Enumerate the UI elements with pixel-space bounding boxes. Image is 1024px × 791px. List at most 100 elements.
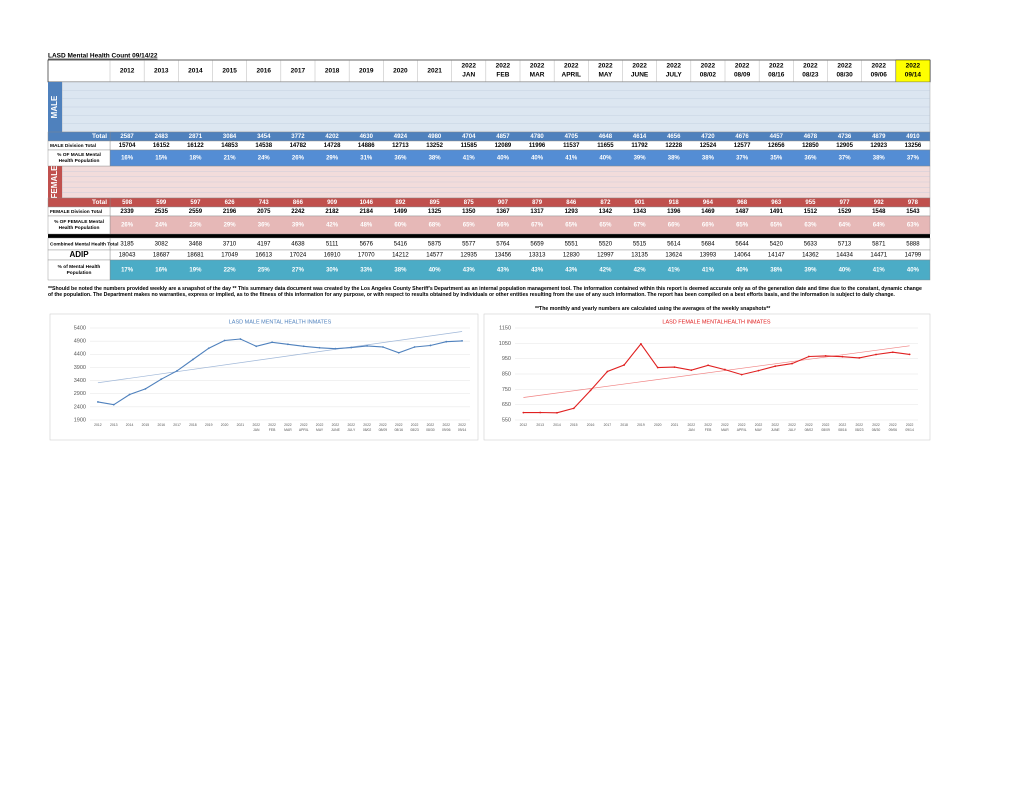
cell: 3084 xyxy=(223,134,237,140)
data-point xyxy=(824,355,827,357)
column-year: 2020 xyxy=(393,68,408,75)
y-tick-label: 5400 xyxy=(74,325,86,331)
cell: 12850 xyxy=(802,143,819,149)
cell: 978 xyxy=(908,200,919,206)
cell: 36% xyxy=(394,156,407,162)
cell: 13624 xyxy=(665,253,682,259)
cell: 18687 xyxy=(153,253,170,259)
y-tick-label: 3400 xyxy=(74,378,86,384)
y-tick-label: 4400 xyxy=(74,352,86,358)
cell: 14212 xyxy=(392,253,409,259)
cell: 26% xyxy=(292,156,305,162)
column-year: 2022 xyxy=(667,63,682,70)
cell: 4857 xyxy=(496,134,510,140)
x-tick-label: MAY xyxy=(316,428,324,432)
cell: 13456 xyxy=(495,253,512,259)
cell: 12228 xyxy=(665,143,682,149)
cell: 41% xyxy=(873,268,886,274)
cell: 1543 xyxy=(906,209,920,215)
cell: 743 xyxy=(259,200,270,206)
data-point xyxy=(640,343,642,345)
cell: 29% xyxy=(326,156,339,162)
cell: 1491 xyxy=(770,209,784,215)
cell: 12905 xyxy=(836,143,853,149)
cell: 38% xyxy=(429,156,442,162)
data-point xyxy=(589,389,592,392)
cell: 2339 xyxy=(120,209,134,215)
cell: 37% xyxy=(907,156,920,162)
cell: 2871 xyxy=(189,134,203,140)
x-tick-label: 2016 xyxy=(157,423,165,427)
x-tick-label: 2022 xyxy=(427,423,435,427)
row-label: ADIP xyxy=(69,250,89,259)
cell: 43% xyxy=(565,268,578,274)
x-tick-label: 2020 xyxy=(654,423,662,427)
cell: 4910 xyxy=(906,134,920,140)
cell: 5644 xyxy=(735,242,749,248)
data-point xyxy=(606,370,609,373)
cell: 41% xyxy=(565,156,578,162)
data-point xyxy=(858,357,861,359)
x-tick-label: MAR xyxy=(721,428,729,432)
data-point xyxy=(740,373,743,376)
cell: 13135 xyxy=(631,253,648,259)
x-tick-label: 08/30 xyxy=(426,428,435,432)
column-year: 2022 xyxy=(462,63,477,70)
cell: 5111 xyxy=(326,242,339,248)
cell: 866 xyxy=(293,200,304,206)
row-label: Combined Mental Health Total xyxy=(50,241,118,247)
data-point xyxy=(891,351,894,354)
row-label: % of Mental Health Population xyxy=(58,264,101,276)
column-period: JULY xyxy=(666,72,683,79)
chart-title: LASD MALE MENTAL HEALTH INMATES xyxy=(229,319,332,325)
cell: 27% xyxy=(292,268,305,274)
cell: 16613 xyxy=(255,253,272,259)
y-tick-label: 750 xyxy=(502,387,511,393)
row-label-bg xyxy=(47,215,111,235)
x-tick-label: 2022 xyxy=(755,423,763,427)
cell: 14471 xyxy=(870,253,887,259)
cell: 39% xyxy=(634,156,647,162)
data-point xyxy=(366,344,368,347)
cell: 63% xyxy=(804,223,817,229)
column-period: JAN xyxy=(462,72,475,79)
column-year: 2022 xyxy=(598,63,613,70)
cell: 955 xyxy=(805,200,816,206)
cell: 14577 xyxy=(426,253,443,259)
row-label: Total xyxy=(92,133,107,140)
cell: 12713 xyxy=(392,143,409,149)
disclaimer: **Should be noted the numbers provided w… xyxy=(48,286,922,299)
x-tick-label: 2013 xyxy=(536,423,544,427)
cell: 40% xyxy=(429,268,442,274)
cell: 14147 xyxy=(768,253,785,259)
x-tick-label: 2022 xyxy=(704,423,712,427)
column-period: 08/23 xyxy=(802,72,819,79)
data-point xyxy=(539,411,542,414)
cell: 12524 xyxy=(700,143,717,149)
column-period: FEB xyxy=(496,72,509,79)
x-tick-label: 2022 xyxy=(300,423,308,427)
cell: 2075 xyxy=(257,209,271,215)
cell: 3185 xyxy=(120,242,134,248)
data-point xyxy=(334,347,337,350)
y-tick-label: 1900 xyxy=(74,417,86,423)
cell: 65% xyxy=(463,223,476,229)
cell: 968 xyxy=(737,200,748,206)
cell: 964 xyxy=(703,200,714,206)
x-tick-label: 2022 xyxy=(411,423,419,427)
cell: 846 xyxy=(566,200,577,206)
x-tick-label: 08/02 xyxy=(363,428,372,432)
cell: 14853 xyxy=(221,143,238,149)
x-tick-label: 2013 xyxy=(110,423,118,427)
cell: 36% xyxy=(804,156,817,162)
cell: 3772 xyxy=(291,134,305,140)
cell: 42% xyxy=(634,268,647,274)
cell: 4656 xyxy=(667,134,681,140)
cell: 33% xyxy=(360,268,373,274)
y-tick-label: 550 xyxy=(502,417,511,423)
x-tick-label: 2022 xyxy=(738,423,746,427)
x-tick-label: 2017 xyxy=(604,423,612,427)
column-year: 2016 xyxy=(257,68,272,75)
cell: 43% xyxy=(497,268,510,274)
column-year: 2022 xyxy=(735,63,750,70)
